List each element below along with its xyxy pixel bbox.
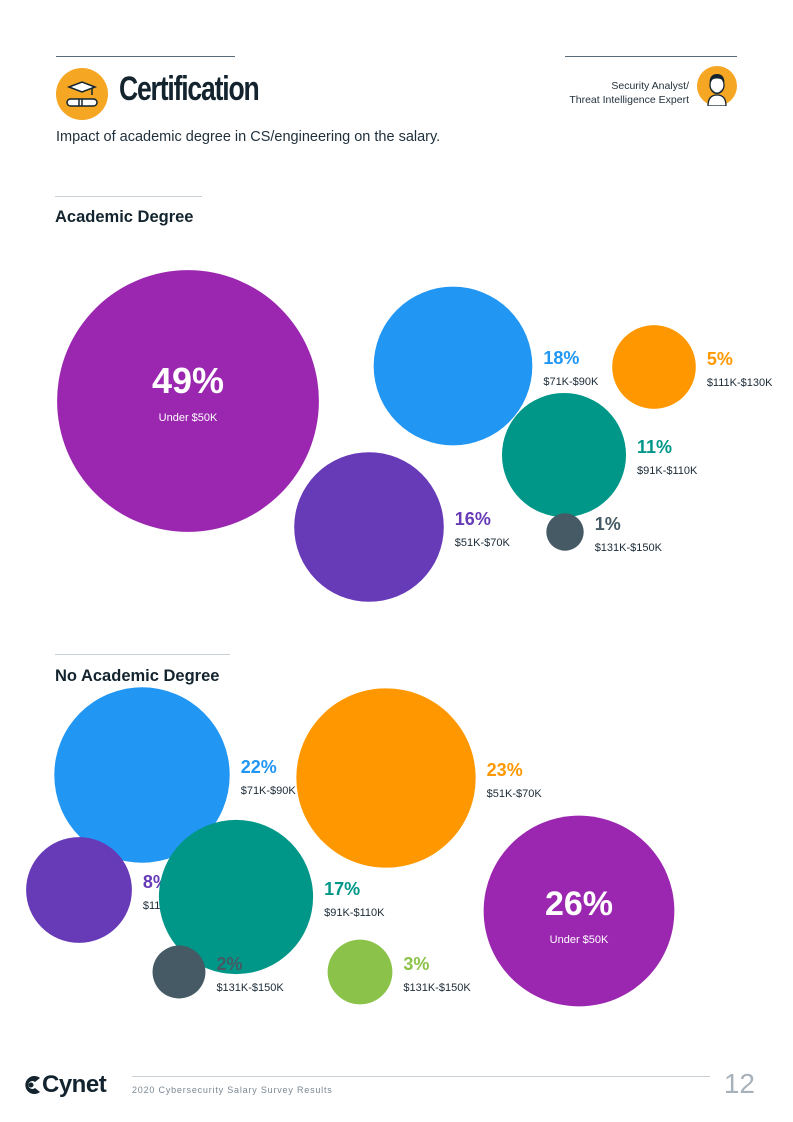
bubble-1-1 (296, 688, 476, 868)
bubble-value-label: 23% (487, 760, 523, 780)
bubble-1-2 (26, 837, 132, 943)
graduation-cap-icon (56, 68, 108, 120)
bubble-value-label: 26% (545, 885, 613, 923)
page-title: Certification (119, 70, 260, 108)
cynet-logo: Cynet (20, 1071, 120, 1099)
page-subtitle: Impact of academic degree in CS/engineer… (56, 129, 441, 145)
bubble-category-label: Under $50K (550, 934, 609, 946)
role-line-2: Threat Intelligence Expert (569, 94, 689, 106)
bubble-value-label: 5% (707, 349, 733, 369)
bubble-0-4 (294, 452, 444, 602)
bubble-value-label: 3% (403, 954, 429, 974)
bubble-value-label: 11% (637, 437, 672, 457)
bubble-value-label: 49% (152, 360, 224, 401)
bubble-1-5 (152, 945, 206, 999)
bubble-category-label: $91K-$110K (637, 465, 698, 477)
bubble-value-label: 2% (216, 954, 242, 974)
analyst-avatar-icon (697, 66, 737, 107)
bubble-value-label: 17% (324, 879, 360, 899)
section-rule-academic (55, 196, 202, 197)
footer-report-title: 2020 Cybersecurity Salary Survey Results (132, 1085, 333, 1095)
bubble-1-6 (327, 939, 393, 1005)
section-title-academic: Academic Degree (55, 208, 194, 226)
section-title-no-academic: No Academic Degree (55, 667, 220, 685)
bubble-0-5 (546, 513, 584, 551)
bubble-category-label: $131K-$150K (595, 542, 663, 554)
bubble-0-2 (612, 325, 696, 409)
bubble-category-label: $131K-$150K (403, 982, 471, 994)
role-line-1: Security Analyst/ (611, 80, 689, 92)
bubble-value-label: 1% (595, 514, 621, 534)
bubble-value-label: 18% (543, 348, 579, 368)
cynet-logo-text: Cynet (42, 1071, 107, 1098)
bubble-value-label: 22% (241, 757, 277, 777)
bubble-category-label: $51K-$70K (487, 788, 543, 800)
role-label: Security Analyst/ Threat Intelligence Ex… (569, 79, 689, 107)
bubble-0-0 (57, 270, 319, 532)
bubble-category-label: $91K-$110K (324, 907, 385, 919)
page-number: 12 (723, 1068, 755, 1099)
bubble-1-4 (483, 815, 675, 1007)
bubble-value-label: 16% (455, 509, 491, 529)
bubble-category-label: $71K-$90K (241, 785, 297, 797)
bubble-category-label: Under $50K (159, 412, 218, 424)
footer-rule (132, 1076, 710, 1077)
cynet-logo-icon (25, 1076, 40, 1094)
bubble-0-1 (373, 286, 533, 446)
section-rule-no-academic (55, 654, 230, 655)
bubble-0-3 (501, 392, 627, 518)
bubble-category-label: $51K-$70K (455, 537, 511, 549)
bubble-1-0 (54, 687, 230, 863)
bubble-1-3 (158, 819, 314, 975)
bubble-category-label: $71K-$90K (543, 376, 599, 388)
bubble-category-label: $111K-$130K (707, 377, 773, 389)
header-rule-right (565, 56, 737, 57)
header-rule-left (56, 56, 235, 57)
bubble-category-label: $131K-$150K (216, 982, 284, 994)
